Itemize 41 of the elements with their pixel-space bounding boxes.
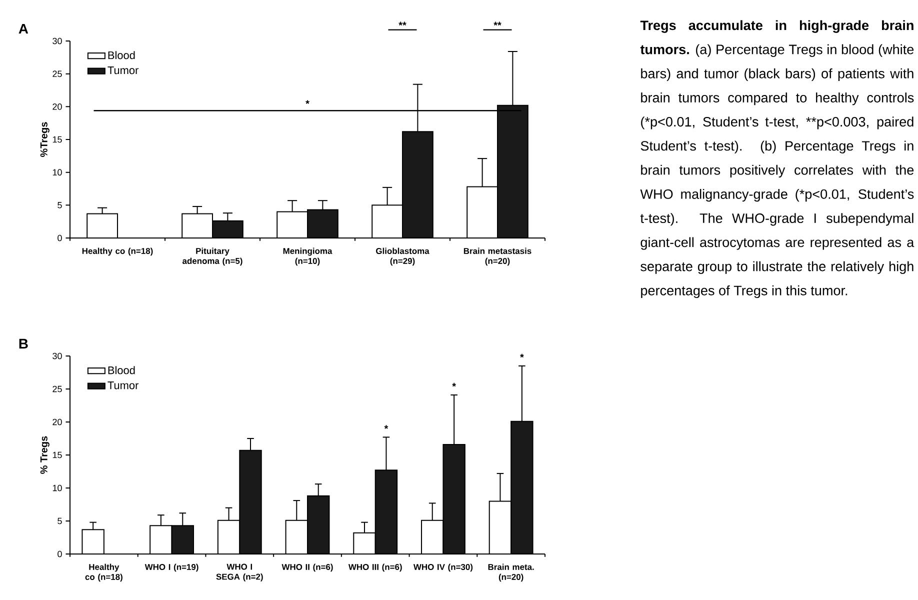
y-tick-label: 30: [52, 38, 62, 44]
y-tick-label: 10: [52, 484, 62, 492]
chart-title: A: [18, 24, 28, 34]
y-tick-label: 30: [52, 352, 62, 360]
y-tick-label: 25: [52, 70, 62, 78]
chart-title: B: [19, 338, 28, 349]
x-tick-label: Brain metastasis (n=20): [464, 248, 532, 266]
x-tick-label: Glioblastoma (n=29): [376, 248, 430, 266]
y-tick-label: 5: [58, 518, 62, 524]
legend-label: Tumor: [108, 66, 139, 74]
x-tick-label: Brain meta. (n=20): [488, 564, 534, 582]
y-tick-label: 10: [52, 169, 62, 176]
x-tick-label: Healthy co (n=18): [85, 564, 122, 582]
x-tick-label: WHO II (n=6): [282, 564, 333, 572]
annotation: *: [520, 354, 524, 358]
x-tick-label: Healthy co (n=18): [82, 248, 153, 256]
y-tick-label: 5: [58, 202, 62, 208]
x-tick-label: Meningioma (n=10): [283, 248, 332, 266]
y-tick-label: 25: [52, 386, 62, 392]
text: **: [494, 22, 502, 26]
annotation: *: [384, 425, 388, 429]
x-tick-label: WHO IV (n=30): [413, 564, 473, 572]
y-tick-label: 0: [58, 234, 62, 242]
legend-label: Tumor: [108, 382, 139, 390]
text: **: [398, 22, 406, 26]
ref-line-label: *: [306, 100, 310, 104]
y-tick-label: 20: [52, 418, 62, 426]
x-tick-label: WHO I (n=19): [144, 564, 198, 572]
y-tick-label: 15: [52, 136, 62, 143]
y-axis-title: %Tregs: [40, 122, 50, 157]
annotation: *: [452, 382, 456, 387]
legend-label: Blood: [108, 51, 135, 60]
y-axis-title: % Tregs: [40, 436, 50, 474]
legend-label: Blood: [108, 366, 135, 374]
x-tick-label: WHO I SEGA (n=2): [216, 564, 263, 582]
y-tick-label: 15: [52, 452, 62, 458]
x-tick-label: Pituitary adenoma (n=5): [182, 248, 242, 266]
y-tick-label: 0: [58, 550, 62, 558]
text: Tregs accumulate in high-grade brain tumors. (a) Percentage Tregs in blood (white bars) and tumor (black bars) of patients with brain tumors compared to healthy controls (*p<0.01, Student’s t-test, **p<0.003, paired Student’s t-test). (b) Percentage Tregs in brain tumors positively correlates with the WHO malignancy-grade (*p<0.01, Student’s t-test). The WHO-grade I subependymal giant-cell astrocytomas are represented as a separate group to illustrate the relatively high percentages of Tregs in this tumor.: [640, 20, 914, 298]
y-tick-label: 20: [52, 103, 62, 110]
x-tick-label: WHO III (n=6): [348, 564, 402, 572]
